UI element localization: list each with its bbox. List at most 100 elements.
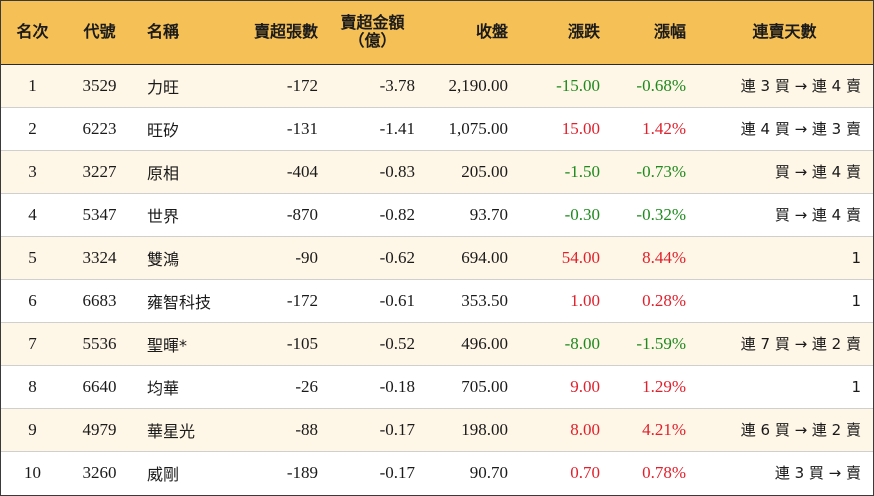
cell-streak: 連 3 買 → 連 4 賣: [740, 77, 861, 95]
cell-close: 496.00: [461, 333, 508, 353]
table-row: 7 5536 聖暉* -105 -0.52 496.00 -8.00 -1.59% 連 7 買 …: [1, 322, 873, 365]
cell-name: 雙鴻: [147, 249, 180, 269]
cell-code: 6683: [82, 290, 117, 310]
cell-net-sell-amount: -0.61: [379, 290, 415, 310]
cell-streak: 連 6 買 → 連 2 賣: [740, 421, 861, 439]
cell-code: 5347: [82, 204, 117, 224]
cell-change-pct: 8.44%: [642, 247, 686, 267]
cell-change: -1.50: [564, 161, 600, 181]
cell-close: 205.00: [461, 161, 508, 181]
cell-name: 力旺: [147, 77, 180, 97]
cell-close: 694.00: [461, 247, 508, 267]
cell-change-pct: -0.32%: [636, 204, 686, 224]
table-row: 10 3260 威剛 -189 -0.17 90.70 0.70 0.78% 連 3 買 → 賣: [1, 451, 873, 494]
cell-close: 705.00: [461, 376, 508, 396]
cell-streak: 連 4 買 → 連 3 賣: [740, 120, 861, 138]
cell-name: 世界: [147, 206, 180, 226]
cell-rank: 4: [28, 204, 37, 224]
cell-name: 旺矽: [147, 120, 180, 140]
cell-net-sell-amount: -0.83: [379, 161, 415, 181]
cell-streak: 買 → 連 4 賣: [774, 206, 861, 224]
table-row: 2 6223 旺矽 -131 -1.41 1,075.00 15.00 1.42% 連 4 買 …: [1, 107, 873, 150]
cell-change-pct: 1.29%: [642, 376, 686, 396]
table-header-row: 名次 代號 名稱 賣超張數 賣超金額 （億） 收盤 漲跌 漲幅 連賣天數: [1, 1, 873, 64]
cell-close: 353.50: [461, 290, 508, 310]
cell-change: 1.00: [570, 290, 600, 310]
column-header-close: 收盤: [475, 22, 508, 42]
cell-rank: 8: [28, 376, 37, 396]
cell-net-sell-lots: -172: [286, 75, 318, 95]
cell-close: 198.00: [461, 419, 508, 439]
cell-close: 90.70: [469, 462, 508, 482]
cell-change: -0.30: [564, 204, 600, 224]
cell-code: 3529: [82, 75, 117, 95]
cell-net-sell-lots: -870: [286, 204, 318, 224]
table-row: 5 3324 雙鴻 -90 -0.62 694.00 54.00 8.44% 1: [1, 236, 873, 279]
cell-rank: 9: [28, 419, 37, 439]
cell-code: 6640: [82, 376, 117, 396]
cell-streak: 1: [851, 377, 861, 396]
cell-change: 8.00: [570, 419, 600, 439]
cell-code: 3324: [82, 247, 117, 267]
cell-net-sell-amount: -0.52: [379, 333, 415, 353]
cell-streak: 1: [851, 248, 861, 267]
column-header-net-sell-amount: 賣超金額 （億）: [324, 1, 421, 64]
column-header-change: 漲跌: [567, 22, 600, 42]
cell-change-pct: 0.78%: [642, 462, 686, 482]
cell-net-sell-amount: -1.41: [379, 118, 415, 138]
cell-net-sell-amount: -0.17: [379, 419, 415, 439]
cell-change-pct: 4.21%: [642, 419, 686, 439]
cell-net-sell-amount: -3.78: [379, 75, 415, 95]
cell-code: 4979: [82, 419, 117, 439]
column-header-net-sell-lots: 賣超張數: [253, 22, 318, 42]
cell-name: 聖暉*: [147, 335, 188, 355]
cell-name: 威剛: [147, 464, 180, 484]
table-row: 8 6640 均華 -26 -0.18 705.00 9.00 1.29% 1: [1, 365, 873, 408]
cell-net-sell-lots: -88: [295, 419, 318, 439]
cell-code: 3227: [82, 161, 117, 181]
cell-net-sell-lots: -105: [286, 333, 318, 353]
cell-rank: 2: [28, 118, 37, 138]
cell-net-sell-lots: -90: [295, 247, 318, 267]
cell-rank: 1: [28, 75, 37, 95]
cell-net-sell-lots: -172: [286, 290, 318, 310]
cell-close: 2,190.00: [448, 75, 509, 95]
cell-net-sell-amount: -0.17: [379, 462, 415, 482]
cell-code: 6223: [82, 118, 117, 138]
cell-streak: 連 3 買 → 賣: [774, 464, 861, 483]
column-header-name: 名稱: [147, 22, 180, 42]
cell-close: 1,075.00: [448, 118, 509, 138]
column-header-net-sell-amount-line1: 賣超金額: [340, 13, 405, 33]
table-row: 9 4979 華星光 -88 -0.17 198.00 8.00 4.21% 連 6 買 → 連…: [1, 408, 873, 451]
cell-change: 9.00: [570, 376, 600, 396]
column-header-net-sell-amount-line2: （億）: [348, 31, 397, 51]
table-row: 4 5347 世界 -870 -0.82 93.70 -0.30 -0.32% 買 → 連 4 …: [1, 193, 873, 236]
cell-streak: 買 → 連 4 賣: [774, 163, 861, 181]
column-header-code: 代號: [83, 22, 116, 42]
cell-change-pct: 0.28%: [642, 290, 686, 310]
table-row: 1 3529 力旺 -172 -3.78 2,190.00 -15.00 -0.68% 連 3 …: [1, 64, 873, 107]
cell-code: 5536: [82, 333, 117, 353]
cell-rank: 6: [28, 290, 37, 310]
cell-net-sell-lots: -404: [286, 161, 318, 181]
cell-change-pct: -0.68%: [636, 75, 686, 95]
cell-name: 雍智科技: [147, 292, 212, 312]
column-header-rank: 名次: [16, 22, 49, 42]
table-row: 3 3227 原相 -404 -0.83 205.00 -1.50 -0.73% 買 → 連 4…: [1, 150, 873, 193]
cell-streak: 連 7 買 → 連 2 賣: [740, 335, 861, 353]
cell-change: 54.00: [561, 247, 600, 267]
cell-net-sell-lots: -131: [286, 118, 318, 138]
cell-net-sell-amount: -0.82: [379, 204, 415, 224]
cell-net-sell-amount: -0.18: [379, 376, 415, 396]
cell-streak: 1: [851, 291, 861, 310]
cell-name: 華星光: [147, 421, 196, 441]
cell-change: 0.70: [570, 462, 600, 482]
cell-change-pct: -0.73%: [636, 161, 686, 181]
cell-close: 93.70: [469, 204, 508, 224]
cell-change: -8.00: [564, 333, 600, 353]
table-row: 6 6683 雍智科技 -172 -0.61 353.50 1.00 0.28% 1: [1, 279, 873, 322]
cell-net-sell-amount: -0.62: [379, 247, 415, 267]
cell-rank: 7: [28, 333, 37, 353]
cell-change: -15.00: [556, 75, 600, 95]
